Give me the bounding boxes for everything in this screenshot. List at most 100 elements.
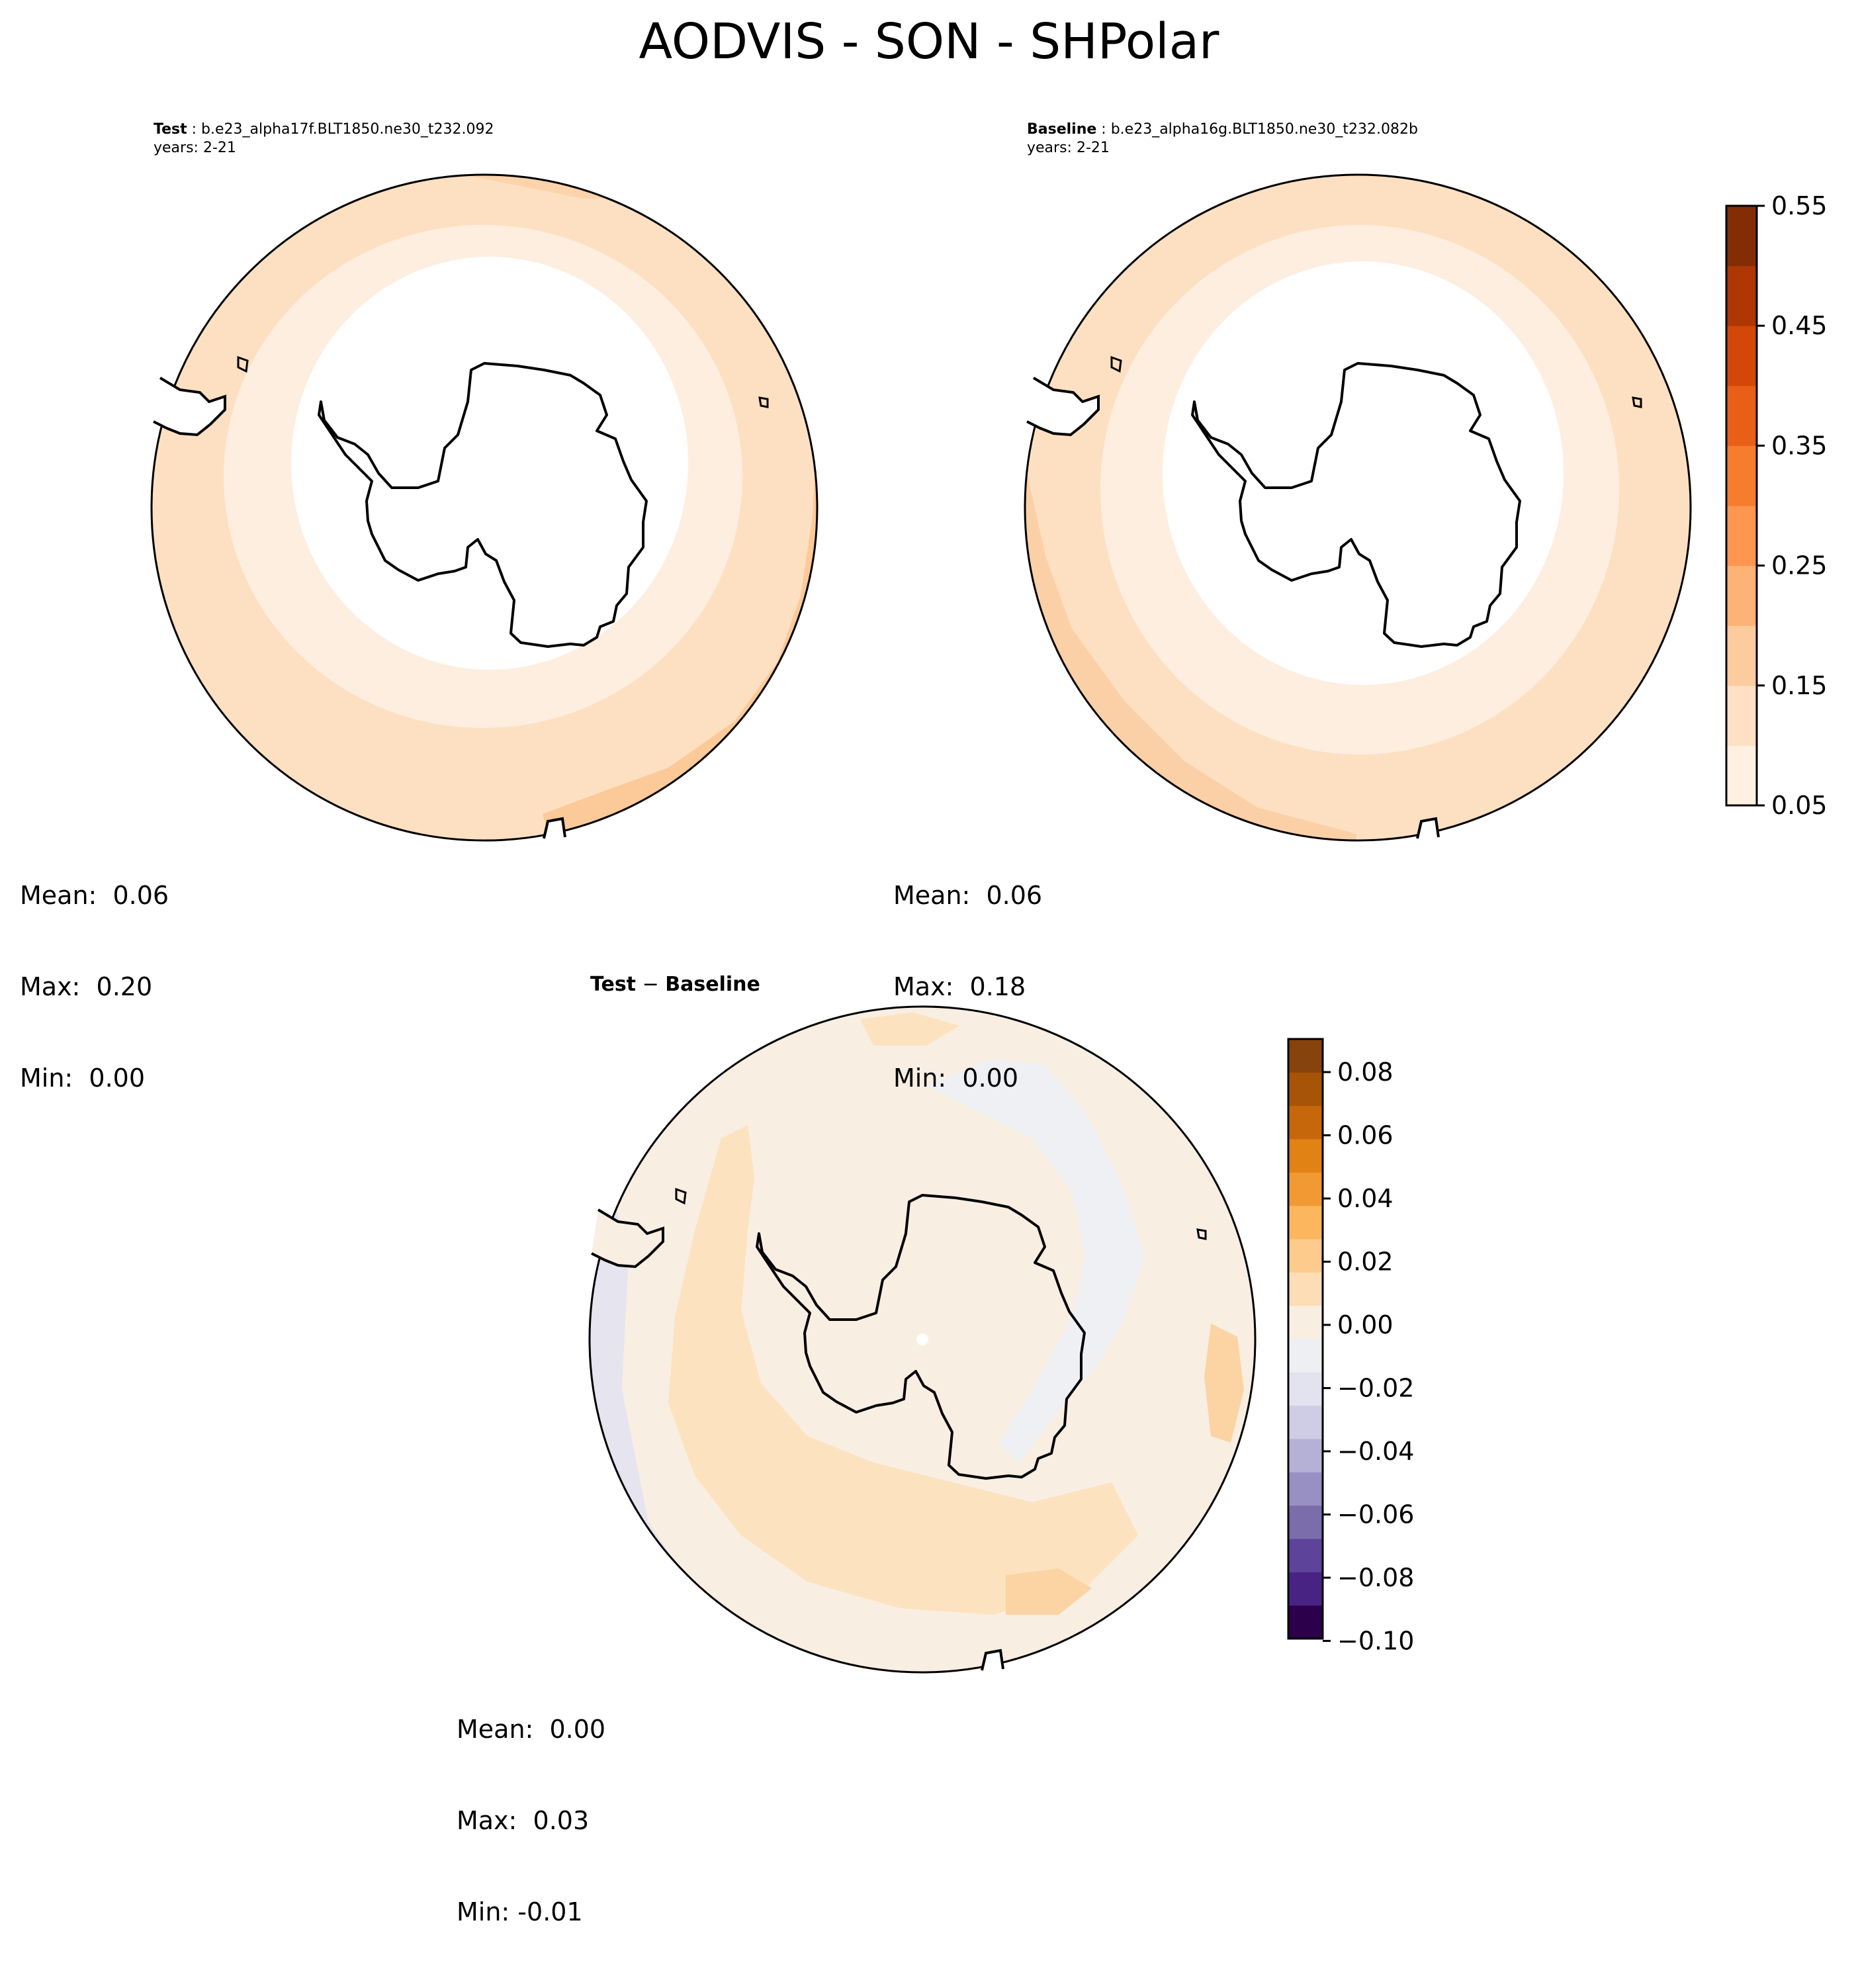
antarctica-outline bbox=[318, 362, 648, 648]
baseline-panel-title: Baseline : b.e23_alpha16g.BLT1850.ne30_t… bbox=[1027, 121, 1418, 138]
colorbar-difference: 0.08 0.06 0.04 0.02 0.00 −0.02 −0.04 −0.06 −0.08… bbox=[1287, 1038, 1414, 1656]
test-panel-role: Test bbox=[154, 121, 187, 138]
colorbar-difference-segment bbox=[1288, 1172, 1323, 1206]
colorbar-difference-segment bbox=[1288, 1139, 1323, 1173]
colorbar-absolute-tick-label: 0.35 bbox=[1771, 431, 1828, 460]
falkland-islands bbox=[1110, 355, 1122, 373]
diff-stat-min: Min: -0.01 bbox=[457, 1897, 583, 1926]
map-fill-core bbox=[1163, 261, 1564, 685]
colorbar-absolute-tick-label: 0.45 bbox=[1771, 311, 1828, 340]
diff-panel-title: Test − Baseline bbox=[590, 973, 760, 997]
south-america-tip bbox=[153, 377, 226, 437]
baseline-map bbox=[1025, 175, 1691, 840]
baseline-panel-case: b.e23_alpha16g.BLT1850.ne30_t232.082b bbox=[1110, 121, 1418, 138]
colorbar-absolute-segment bbox=[1726, 206, 1757, 267]
colorbar-absolute-segment bbox=[1726, 445, 1757, 506]
test-stats: Mean: 0.06 Max: 0.20 Min: 0.00 bbox=[20, 819, 169, 1154]
diff-stat-mean: Mean: 0.00 bbox=[457, 1715, 606, 1744]
colorbar-difference-frame bbox=[1287, 1038, 1324, 1640]
colorbar-difference-segment bbox=[1288, 1205, 1323, 1240]
new-zealand-tip bbox=[1416, 817, 1440, 839]
falkland-islands bbox=[675, 1187, 687, 1205]
colorbar-difference-segment bbox=[1288, 1072, 1323, 1107]
map-fill-positive-east bbox=[1204, 1324, 1244, 1443]
colorbar-difference-tick-label: 0.06 bbox=[1337, 1121, 1394, 1150]
colorbar-absolute-segment bbox=[1726, 625, 1757, 686]
colorbar-absolute-frame bbox=[1725, 204, 1758, 807]
map-fill-positive-ring bbox=[668, 1125, 1138, 1615]
colorbar-absolute-segment bbox=[1726, 506, 1757, 566]
colorbar-difference-segment bbox=[1288, 1605, 1323, 1639]
map-fill-positive-south bbox=[1006, 1568, 1092, 1615]
test-stat-min: Min: 0.00 bbox=[20, 1063, 145, 1093]
colorbar-difference-tick-label: −0.10 bbox=[1337, 1627, 1414, 1656]
south-america-tip bbox=[591, 1208, 664, 1269]
colorbar-difference-tick-label: −0.04 bbox=[1337, 1437, 1414, 1466]
test-panel-years: years: 2-21 bbox=[154, 140, 236, 156]
colorbar-absolute-segment bbox=[1726, 685, 1757, 746]
colorbar-difference-tick-label: 0.00 bbox=[1337, 1310, 1394, 1339]
baseline-panel-years: years: 2-21 bbox=[1027, 140, 1110, 156]
colorbar-difference-segment bbox=[1288, 1239, 1323, 1273]
colorbar-difference-tick-label: −0.02 bbox=[1337, 1374, 1414, 1403]
colorbar-difference-tick-label: 0.04 bbox=[1337, 1184, 1394, 1213]
new-zealand-tip bbox=[543, 817, 566, 839]
diff-stats: Mean: 0.00 Max: 0.03 Min: -0.01 bbox=[457, 1653, 605, 1988]
baseline-stat-min: Min: 0.00 bbox=[893, 1063, 1018, 1093]
colorbar-difference-segment bbox=[1288, 1339, 1323, 1373]
kerguelen-island bbox=[1632, 396, 1642, 408]
colorbar-absolute-tick-label: 0.05 bbox=[1771, 791, 1828, 820]
colorbar-difference-segment bbox=[1288, 1372, 1323, 1406]
baseline-stat-max: Max: 0.18 bbox=[893, 972, 1026, 1001]
baseline-map-coastline bbox=[1026, 355, 1642, 839]
colorbar-absolute-segment bbox=[1726, 385, 1757, 446]
kerguelen-island bbox=[1196, 1228, 1207, 1240]
test-map-boundary bbox=[150, 173, 818, 842]
baseline-map-boundary bbox=[1024, 173, 1692, 842]
diff-map-coastline bbox=[591, 1187, 1207, 1671]
colorbar-difference-segment bbox=[1288, 1572, 1323, 1606]
antarctica-outline bbox=[1191, 362, 1521, 648]
diff-panel-title-baseline: Baseline bbox=[665, 973, 760, 996]
diff-panel-title-sep: − bbox=[636, 973, 666, 996]
colorbar-difference-segment bbox=[1288, 1539, 1323, 1572]
colorbar-difference-segment bbox=[1288, 1439, 1323, 1472]
colorbar-absolute: 0.55 0.45 0.35 0.25 0.15 0.05 bbox=[1725, 191, 1828, 820]
colorbar-difference-segment bbox=[1288, 1272, 1323, 1306]
colorbar-difference-segment bbox=[1288, 1105, 1323, 1140]
colorbar-difference-segment bbox=[1288, 1039, 1323, 1073]
colorbar-absolute-segment bbox=[1726, 265, 1757, 326]
colorbar-absolute-tick-label: 0.25 bbox=[1771, 551, 1828, 580]
colorbar-difference-segment bbox=[1288, 1472, 1323, 1506]
south-america-tip bbox=[1026, 377, 1100, 437]
diff-panel-title-test: Test bbox=[590, 973, 637, 996]
figure: AODVIS - SON - SHPolar Test : b.e23_alph… bbox=[20, 13, 1828, 1926]
colorbar-absolute-tick-label: 0.15 bbox=[1771, 671, 1828, 700]
test-stat-max: Max: 0.20 bbox=[20, 972, 153, 1001]
diff-map-boundary bbox=[588, 1005, 1257, 1674]
map-fill-positive-north bbox=[860, 1013, 959, 1046]
diff-stat-max: Max: 0.03 bbox=[457, 1806, 590, 1835]
kerguelen-island bbox=[758, 396, 769, 408]
map-fill-core bbox=[291, 257, 688, 670]
map-fill-negative-east bbox=[926, 1059, 1145, 1463]
colorbar-difference-segment bbox=[1288, 1305, 1323, 1339]
colorbar-difference-tick-label: −0.06 bbox=[1337, 1500, 1414, 1529]
south-pole-gap bbox=[916, 1333, 928, 1345]
test-map bbox=[152, 175, 817, 840]
colorbar-difference-tick-label: −0.08 bbox=[1337, 1563, 1414, 1592]
new-zealand-tip bbox=[981, 1649, 1004, 1671]
colorbar-absolute-tick-label: 0.55 bbox=[1771, 191, 1828, 220]
baseline-panel-role: Baseline bbox=[1027, 121, 1097, 138]
falkland-islands bbox=[237, 355, 249, 373]
test-map-coastline bbox=[153, 355, 769, 839]
test-panel-title: Test : b.e23_alpha17f.BLT1850.ne30_t232.… bbox=[154, 121, 494, 138]
baseline-stat-mean: Mean: 0.06 bbox=[893, 881, 1043, 910]
colorbar-absolute-segment bbox=[1726, 565, 1757, 626]
colorbar-difference-tick-label: 0.08 bbox=[1337, 1058, 1394, 1087]
colorbar-absolute-segment bbox=[1726, 745, 1757, 806]
figure-title: AODVIS - SON - SHPolar bbox=[639, 13, 1219, 70]
baseline-stats: Mean: 0.06 Max: 0.18 Min: 0.00 bbox=[893, 819, 1042, 1154]
colorbar-absolute-segment bbox=[1726, 326, 1757, 386]
test-stat-mean: Mean: 0.06 bbox=[20, 881, 169, 910]
